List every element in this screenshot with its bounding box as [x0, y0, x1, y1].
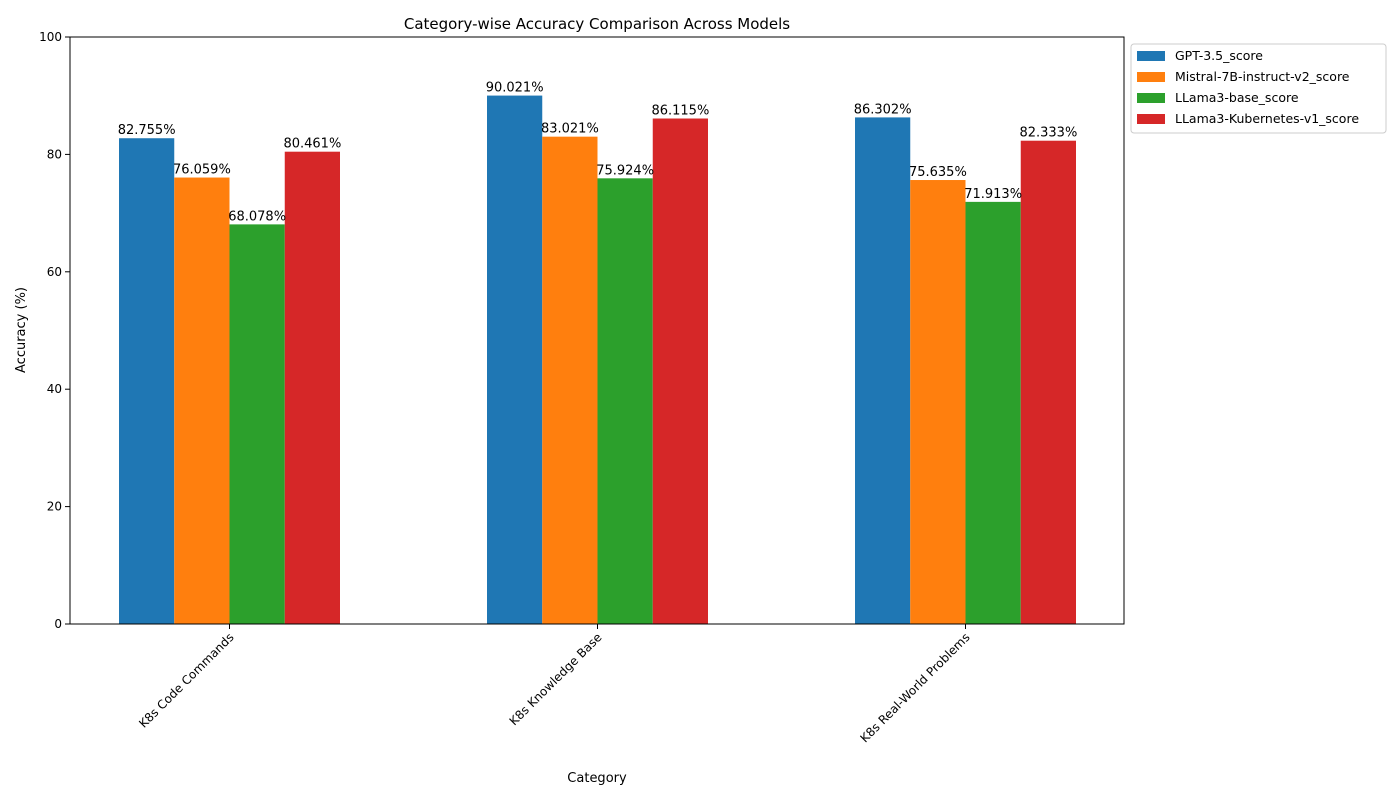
y-axis: 0 20 40 60 80 100 [39, 30, 70, 631]
legend-box [1130, 43, 1387, 134]
data-label: 76.059% [173, 163, 231, 178]
data-label: 83.021% [541, 122, 599, 137]
bar [910, 180, 966, 624]
data-label: 82.333% [1019, 126, 1077, 141]
data-label: 68.078% [228, 209, 286, 224]
data-label: 82.755% [118, 123, 176, 138]
bar [284, 151, 340, 625]
y-tick-label: 100 [39, 30, 62, 44]
legend-swatch [1137, 93, 1165, 103]
legend: GPT-3.5_score Mistral-7B-instruct-v2_scor… [1130, 43, 1387, 134]
data-label: 86.302% [854, 102, 912, 117]
legend-entry: LLama3-Kubernetes-v1_score [1175, 111, 1359, 126]
bar [855, 117, 911, 624]
bar [119, 138, 175, 624]
bar [542, 136, 598, 624]
legend-swatch [1137, 114, 1165, 124]
data-label: 90.021% [486, 81, 544, 96]
y-tick-label: 80 [47, 147, 62, 161]
bar [652, 118, 708, 625]
x-axis-label: Category [567, 771, 627, 786]
y-tick-label: 20 [47, 500, 62, 514]
legend-swatch [1137, 51, 1165, 61]
bar [174, 177, 230, 624]
y-axis-label: Accuracy (%) [14, 287, 29, 373]
bar [965, 201, 1021, 624]
bar [1020, 140, 1076, 624]
data-label: 80.461% [283, 137, 341, 152]
legend-entry: Mistral-7B-instruct-v2_score [1175, 69, 1350, 84]
data-labels-group: 82.755% 90.021% 86.302% 76.059% 83.021% 75.63… [118, 81, 1078, 225]
data-label: 86.115% [651, 104, 709, 119]
legend-entry: LLama3-base_score [1175, 90, 1299, 105]
bar [229, 224, 285, 624]
data-label: 71.913% [964, 187, 1022, 202]
bars-group [119, 95, 1076, 625]
data-label: 75.924% [596, 163, 654, 178]
legend-entry: GPT-3.5_score [1175, 48, 1263, 63]
legend-swatch [1137, 72, 1165, 82]
y-tick-label: 60 [47, 265, 62, 279]
y-tick-label: 40 [47, 382, 62, 396]
bar [487, 95, 543, 625]
chart-title: Category-wise Accuracy Comparison Across… [404, 15, 790, 33]
y-tick-label: 0 [54, 617, 62, 631]
bar [597, 178, 653, 625]
data-label: 75.635% [909, 165, 967, 180]
